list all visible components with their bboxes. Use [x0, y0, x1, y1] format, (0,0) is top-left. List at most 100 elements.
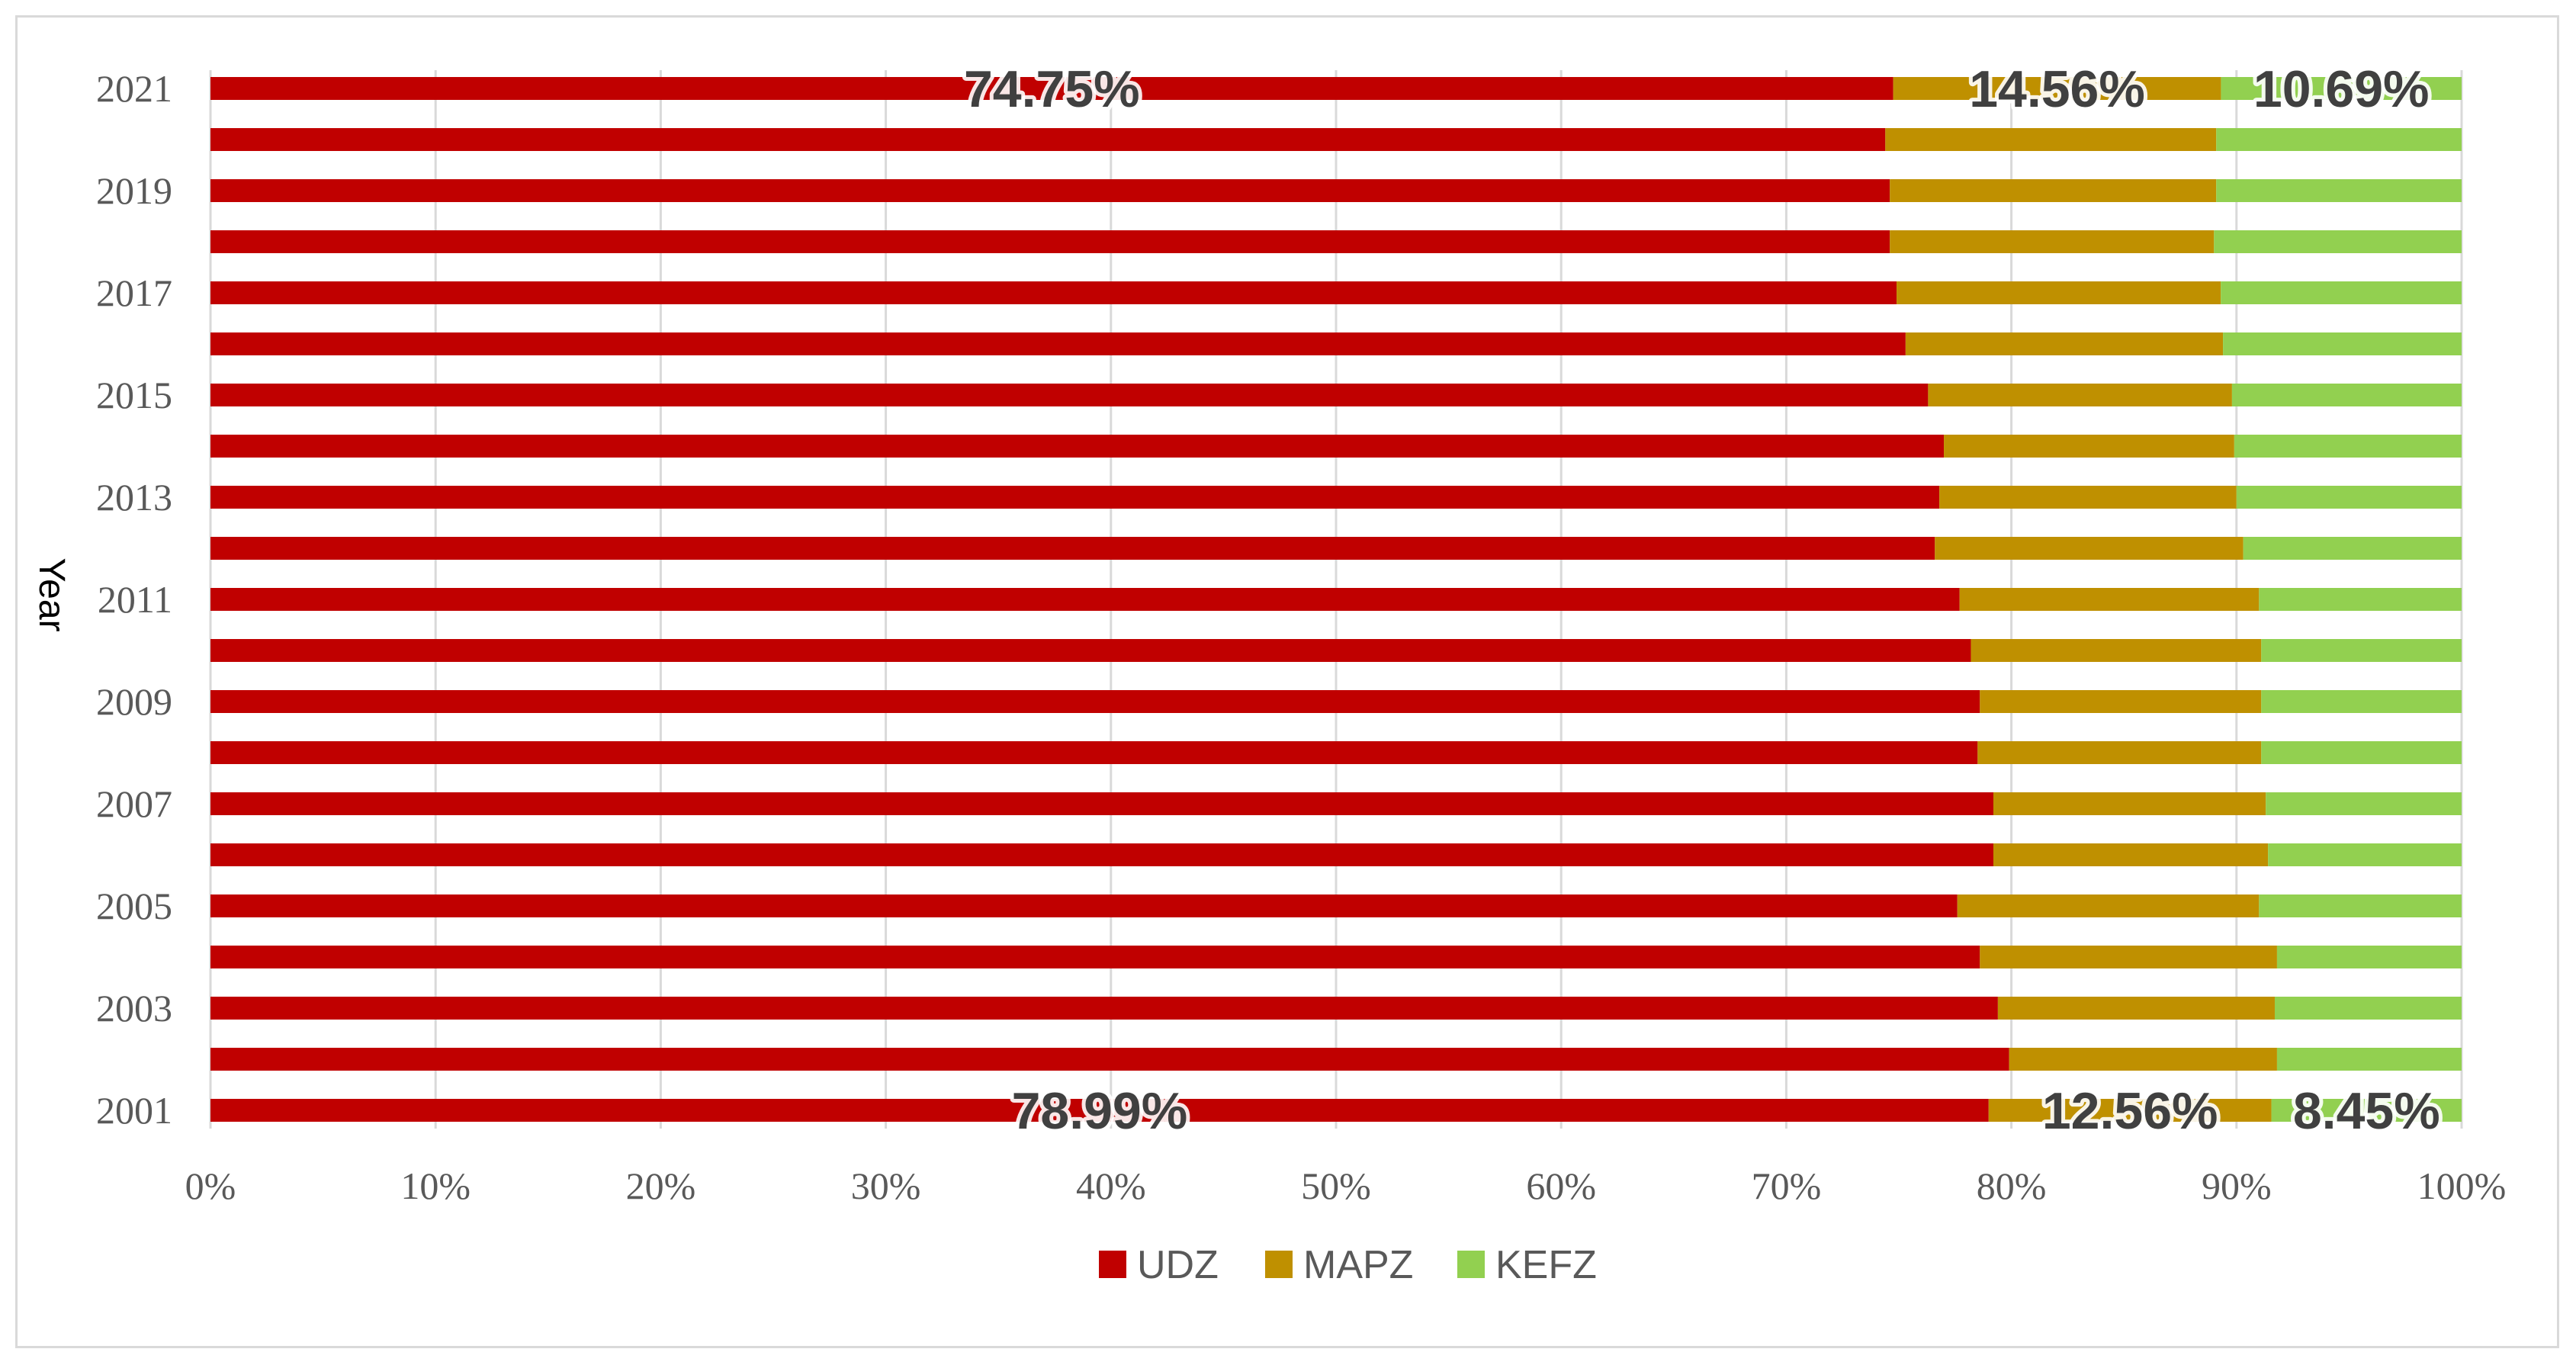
bar-mapz-2008: [1977, 741, 2262, 764]
y-tick-label: 2017: [96, 271, 172, 314]
bar-udz-2011: [210, 588, 1960, 611]
bar-kefz-2010: [2261, 639, 2462, 662]
x-tick-label: 40%: [1076, 1164, 1146, 1207]
bar-udz-2004: [210, 946, 1980, 968]
legend: UDZ MAPZ KEFZ: [1099, 1243, 1597, 1287]
bar-mapz-2016: [1905, 332, 2224, 355]
data-label-mapz-2001: 12.56%: [2042, 1082, 2218, 1140]
y-axis-title: Year: [31, 558, 72, 632]
bar-kefz-2013: [2236, 486, 2462, 509]
bar-mapz-2001: [1988, 1099, 2272, 1122]
legend-swatch-mapz: [1265, 1251, 1293, 1278]
bar-udz-2021: [210, 77, 1893, 100]
axis-ticks: 0% 10% 20% 30% 40% 50% 60% 70% 80% 90% 100% 2001 200…: [96, 67, 2506, 1207]
bar-udz-2010: [210, 639, 1971, 662]
bars: [210, 77, 2462, 1122]
bar-udz-2019: [210, 179, 1890, 202]
bar-mapz-2015: [1928, 384, 2232, 406]
x-tick-label: 80%: [1977, 1164, 2047, 1207]
y-tick-label: 2021: [96, 67, 172, 110]
bar-mapz-2021: [1893, 77, 2221, 100]
x-tick-label: 20%: [626, 1164, 696, 1207]
bar-mapz-2002: [2009, 1048, 2277, 1071]
x-tick-label: 60%: [1526, 1164, 1596, 1207]
legend-label-kefz: KEFZ: [1495, 1243, 1597, 1287]
bar-udz-2015: [210, 384, 1929, 406]
bar-mapz-2018: [1890, 230, 2215, 253]
x-tick-label: 90%: [2202, 1164, 2272, 1207]
y-tick-label: 2003: [96, 987, 172, 1029]
bar-udz-2003: [210, 997, 1998, 1020]
y-tick-label: 2005: [96, 885, 172, 927]
bar-kefz-2004: [2276, 946, 2462, 968]
y-tick-label: 2007: [96, 782, 172, 825]
bar-mapz-2020: [1885, 128, 2217, 151]
bar-kefz-2019: [2216, 179, 2462, 202]
legend-swatch-udz: [1099, 1251, 1126, 1278]
bar-kefz-2009: [2261, 690, 2462, 713]
bar-mapz-2007: [1993, 792, 2266, 815]
bar-kefz-2014: [2234, 435, 2462, 458]
bar-kefz-2008: [2261, 741, 2462, 764]
bar-udz-2013: [210, 486, 1940, 509]
bar-kefz-2011: [2259, 588, 2462, 611]
x-tick-label: 0%: [185, 1164, 236, 1207]
bar-kefz-2007: [2266, 792, 2462, 815]
bar-mapz-2013: [1939, 486, 2237, 509]
bar-kefz-2018: [2214, 230, 2462, 253]
bar-udz-2018: [210, 230, 1890, 253]
bar-udz-2006: [210, 843, 1993, 866]
x-tick-label: 50%: [1301, 1164, 1371, 1207]
data-label-kefz-2001: 8.45%: [2293, 1082, 2440, 1140]
x-tick-label: 70%: [1752, 1164, 1822, 1207]
y-tick-label: 2011: [98, 578, 172, 621]
bar-kefz-2001: [2271, 1099, 2462, 1122]
bar-mapz-2006: [1993, 843, 2269, 866]
legend-label-udz: UDZ: [1137, 1243, 1219, 1287]
legend-swatch-kefz: [1457, 1251, 1485, 1278]
bar-kefz-2016: [2223, 332, 2462, 355]
bar-mapz-2014: [1944, 435, 2234, 458]
bar-mapz-2003: [1997, 997, 2275, 1020]
x-tick-label: 100%: [2417, 1164, 2507, 1207]
y-tick-label: 2015: [96, 374, 172, 416]
y-tick-label: 2001: [96, 1089, 172, 1132]
bar-kefz-2005: [2259, 894, 2462, 917]
legend-label-mapz: MAPZ: [1303, 1243, 1413, 1287]
bar-kefz-2002: [2276, 1048, 2462, 1071]
bar-mapz-2009: [1980, 690, 2262, 713]
bar-kefz-2015: [2231, 384, 2462, 406]
bar-udz-2014: [210, 435, 1945, 458]
bar-udz-2008: [210, 741, 1978, 764]
bar-udz-2001: [210, 1099, 1989, 1122]
x-tick-label: 30%: [851, 1164, 921, 1207]
y-tick-label: 2009: [96, 680, 172, 723]
bar-udz-2016: [210, 332, 1906, 355]
bar-mapz-2010: [1971, 639, 2262, 662]
bar-udz-2017: [210, 281, 1897, 304]
x-tick-label: 10%: [400, 1164, 471, 1207]
bar-udz-2005: [210, 894, 1958, 917]
data-label-mapz-2021: 14.56%: [1969, 60, 2145, 118]
data-labels: 74.75% 14.56% 10.69% 78.99% 12.56% 8.45%: [960, 56, 2444, 1144]
y-tick-label: 2019: [96, 169, 172, 212]
bar-udz-2009: [210, 690, 1980, 713]
bar-mapz-2019: [1890, 179, 2217, 202]
bar-mapz-2012: [1935, 537, 2244, 560]
bar-mapz-2011: [1959, 588, 2260, 611]
bar-kefz-2021: [2221, 77, 2462, 100]
bar-kefz-2003: [2274, 997, 2462, 1020]
bar-mapz-2017: [1897, 281, 2221, 304]
data-label-kefz-2021: 10.69%: [2253, 60, 2430, 118]
bar-kefz-2006: [2268, 843, 2462, 866]
bar-mapz-2004: [1980, 946, 2277, 968]
bar-kefz-2017: [2221, 281, 2462, 304]
data-label-udz-2001: 78.99%: [1012, 1082, 1188, 1140]
bar-udz-2020: [210, 128, 1886, 151]
bar-udz-2002: [210, 1048, 2009, 1071]
bar-udz-2007: [210, 792, 1993, 815]
bar-kefz-2020: [2216, 128, 2462, 151]
bar-mapz-2005: [1957, 894, 2260, 917]
y-tick-label: 2013: [96, 476, 172, 519]
